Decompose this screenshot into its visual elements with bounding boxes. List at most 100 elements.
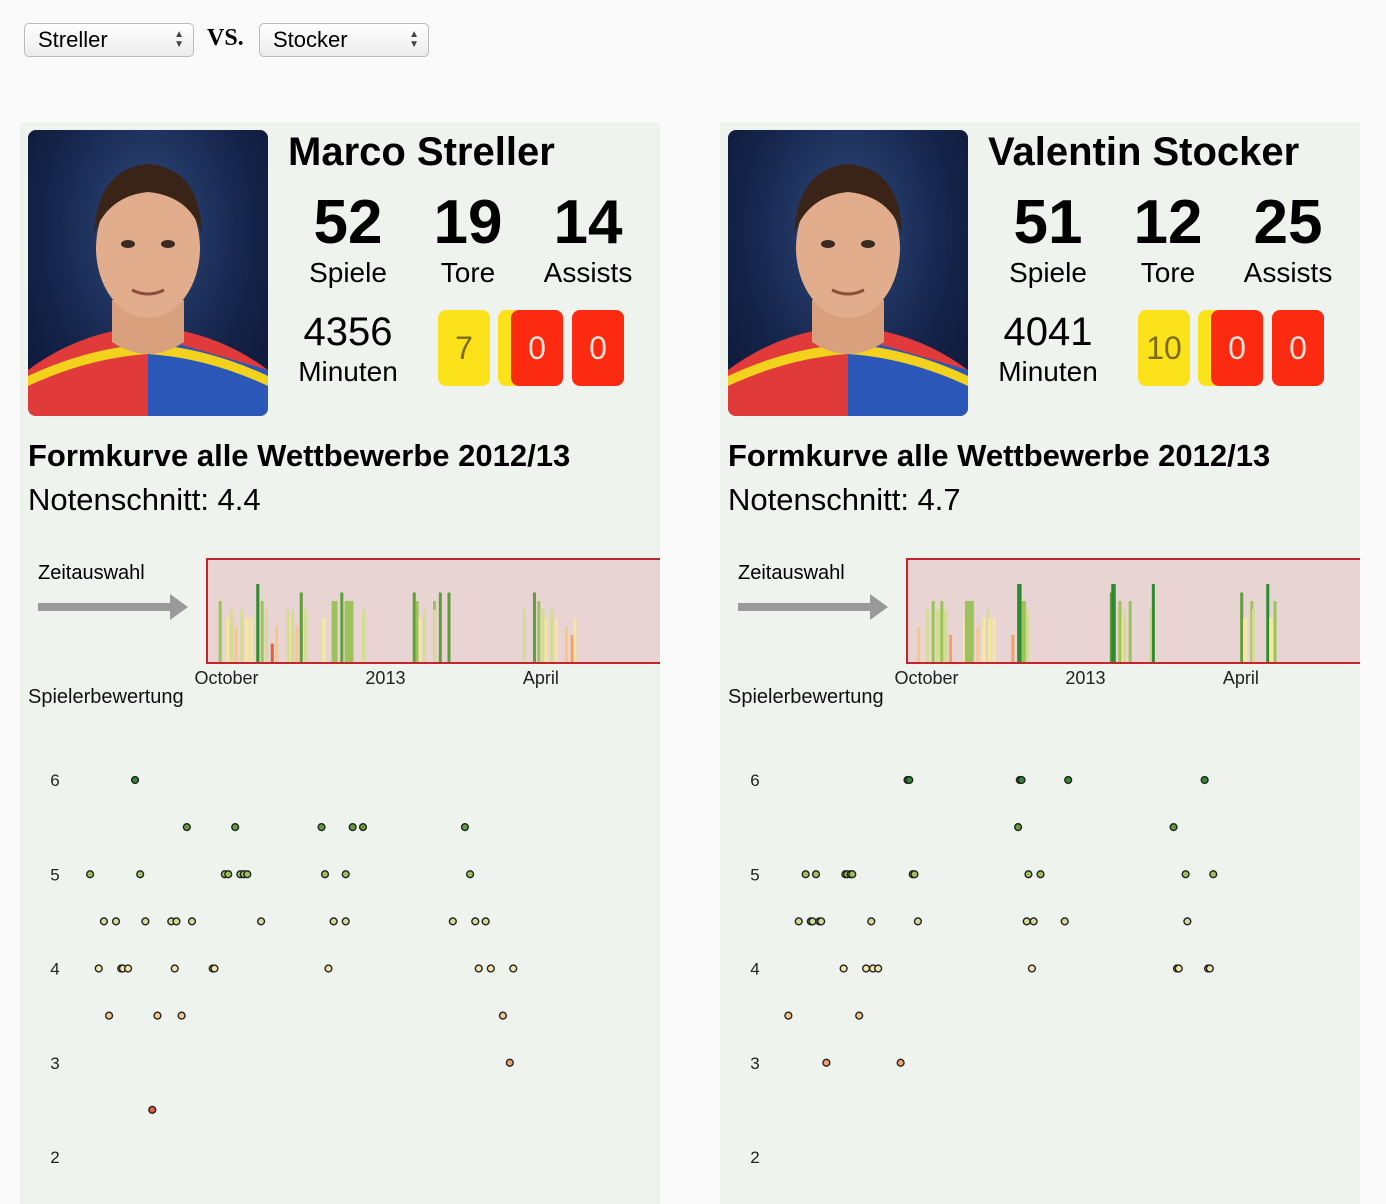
data-point[interactable] [1174, 964, 1183, 973]
data-point[interactable] [172, 917, 181, 926]
data-point[interactable] [341, 870, 350, 879]
data-point[interactable] [1183, 917, 1192, 926]
brush-area[interactable] [906, 558, 1360, 664]
data-point[interactable] [187, 917, 197, 926]
data-point[interactable] [808, 917, 817, 926]
data-point[interactable] [1024, 870, 1033, 879]
data-point[interactable] [320, 870, 330, 879]
data-point[interactable] [867, 917, 876, 926]
data-point[interactable] [471, 917, 480, 926]
data-point[interactable] [348, 823, 357, 832]
data-point[interactable] [874, 964, 883, 973]
yellow-red-card-count: 0 [1211, 310, 1263, 386]
data-point[interactable] [822, 1058, 831, 1067]
data-point[interactable] [913, 917, 923, 926]
data-point[interactable] [358, 823, 368, 832]
player-select-left[interactable]: Streller ▲ ▼ [24, 23, 194, 57]
data-point[interactable] [224, 870, 233, 879]
data-point[interactable] [123, 964, 133, 973]
data-point[interactable] [99, 917, 109, 926]
data-point[interactable] [1029, 917, 1038, 926]
data-point[interactable] [317, 823, 326, 832]
arrow-right-icon [738, 594, 888, 620]
data-point[interactable] [130, 775, 140, 785]
data-point[interactable] [905, 775, 914, 785]
data-point[interactable] [465, 870, 475, 879]
data-point[interactable] [1022, 917, 1031, 926]
data-point[interactable] [896, 1058, 905, 1067]
player-select-right[interactable]: Stocker ▲ ▼ [259, 23, 429, 57]
brush-bar [550, 609, 554, 662]
data-point[interactable] [1027, 964, 1037, 973]
data-point[interactable] [498, 1011, 508, 1020]
data-point[interactable] [1060, 917, 1069, 926]
brush-bar [447, 592, 451, 662]
data-point[interactable] [148, 1105, 157, 1114]
data-point[interactable] [1205, 964, 1214, 973]
data-point[interactable] [481, 917, 490, 926]
data-point[interactable] [811, 870, 821, 879]
data-point[interactable] [460, 823, 470, 832]
data-point[interactable] [256, 917, 266, 926]
data-point[interactable] [182, 823, 191, 832]
x-tick-label: April [1223, 668, 1259, 688]
data-point[interactable] [509, 964, 518, 973]
y-tick-label: 4 [750, 960, 759, 979]
player-name: Valentin Stocker [988, 130, 1300, 174]
x-tick-label: 2013 [365, 668, 405, 688]
data-point[interactable] [861, 964, 871, 973]
data-point[interactable] [341, 917, 350, 926]
data-point[interactable] [210, 964, 219, 973]
brush-bar [944, 609, 948, 662]
data-point[interactable] [94, 964, 103, 973]
data-point[interactable] [1036, 870, 1045, 879]
data-point[interactable] [104, 1011, 114, 1020]
data-point[interactable] [910, 870, 919, 879]
data-point[interactable] [448, 917, 457, 926]
brush-bar [362, 609, 366, 662]
brush-bar [522, 609, 526, 662]
data-point[interactable] [85, 870, 95, 879]
data-point[interactable] [486, 964, 495, 973]
data-point[interactable] [1064, 775, 1073, 785]
data-point[interactable] [1209, 870, 1218, 879]
brush-bar [322, 618, 326, 662]
data-point[interactable] [1013, 823, 1023, 832]
data-point[interactable] [817, 917, 826, 926]
data-point[interactable] [243, 870, 252, 879]
data-point[interactable] [1169, 823, 1178, 832]
data-point[interactable] [855, 1011, 864, 1020]
data-point[interactable] [324, 964, 333, 973]
data-point[interactable] [231, 823, 240, 832]
data-point[interactable] [505, 1058, 514, 1067]
data-point[interactable] [141, 917, 150, 926]
y-tick-label: 6 [50, 771, 59, 790]
form-curve-title: Formkurve alle Wettbewerbe 2012/13 [28, 438, 571, 473]
brush-bar [1273, 601, 1277, 662]
data-point[interactable] [111, 917, 121, 926]
stat-assists-label: Assists [1243, 257, 1333, 288]
data-point[interactable] [329, 917, 338, 926]
data-point[interactable] [136, 870, 145, 879]
data-point[interactable] [177, 1011, 186, 1020]
data-point[interactable] [801, 870, 810, 879]
y-tick-label: 6 [750, 771, 759, 790]
data-point[interactable] [784, 1011, 793, 1020]
data-point[interactable] [170, 964, 179, 973]
data-point[interactable] [1181, 870, 1190, 879]
data-point[interactable] [153, 1011, 162, 1020]
data-point[interactable] [848, 870, 857, 879]
brush-bar [966, 601, 970, 662]
brush-bar [250, 618, 254, 662]
brush-bar [291, 609, 295, 662]
brush-bar [931, 601, 935, 662]
data-point[interactable] [839, 964, 848, 973]
data-point[interactable] [1017, 775, 1026, 785]
data-point[interactable] [1200, 775, 1209, 785]
data-point[interactable] [474, 964, 483, 973]
data-point[interactable] [794, 917, 803, 926]
minutes-label: Minuten [998, 356, 1098, 387]
player-name: Marco Streller [288, 130, 555, 174]
brush-bar [264, 609, 268, 662]
brush-bar [347, 601, 351, 662]
